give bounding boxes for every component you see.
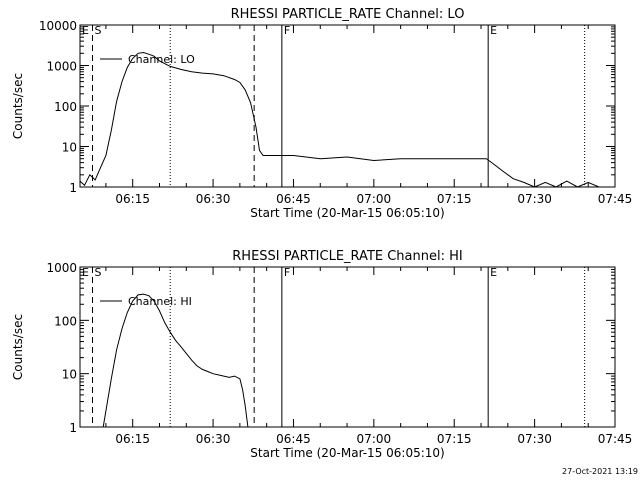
- y-tick-label: 1: [69, 181, 77, 195]
- x-tick-label: 06:30: [196, 432, 231, 446]
- annotation-label: E: [490, 24, 497, 37]
- annotation-label: E: [82, 266, 89, 279]
- annotation-label: S: [95, 266, 102, 279]
- y-tick-label: 1: [69, 421, 77, 435]
- y-tick-label: 1000: [46, 60, 77, 74]
- series-line: [80, 51, 600, 187]
- x-tick-label: 07:30: [517, 192, 552, 206]
- y-tick-label: 10000: [39, 19, 77, 33]
- x-tick-label: 06:30: [196, 192, 231, 206]
- y-tick-label: 1000: [46, 261, 77, 275]
- x-tick-label: 06:15: [115, 432, 150, 446]
- plot-frame: [79, 24, 616, 188]
- annotation-label: E: [490, 266, 497, 279]
- y-axis-label: Counts/sec: [11, 73, 25, 139]
- panel-lo: RHESSI PARTICLE_RATE Channel: LO 06:15 06:…: [11, 7, 632, 220]
- x-tick-label: 07:00: [357, 192, 392, 206]
- x-tick-label: 06:15: [115, 192, 150, 206]
- chart-title: RHESSI PARTICLE_RATE Channel: LO: [231, 7, 465, 22]
- x-axis-label: Start Time (20-Mar-15 06:05:10): [250, 206, 444, 220]
- footer-timestamp: 27-Oct-2021 13:19: [562, 467, 638, 476]
- x-tick-label: 06:45: [276, 192, 311, 206]
- x-tick-label: 07:15: [437, 192, 472, 206]
- x-tick-label: 07:45: [598, 432, 633, 446]
- legend-label: Channel: HI: [128, 295, 192, 308]
- annotation-label: S: [95, 24, 102, 37]
- annotation-label: F: [284, 24, 290, 37]
- chart-title: RHESSI PARTICLE_RATE Channel: HI: [232, 249, 462, 264]
- x-tick-label: 07:30: [517, 432, 552, 446]
- y-tick-label: 10: [62, 141, 77, 155]
- legend-label: Channel: LO: [128, 53, 195, 66]
- series-line: [102, 293, 249, 427]
- y-tick-label: 100: [54, 314, 77, 328]
- x-tick-label: 07:15: [437, 432, 472, 446]
- x-tick-label: 07:00: [357, 432, 392, 446]
- y-axis-label: Counts/sec: [11, 314, 25, 380]
- plot-frame: [79, 266, 616, 428]
- annotation-label: E: [82, 24, 89, 37]
- annotation-label: F: [284, 266, 290, 279]
- y-tick-label: 100: [54, 100, 77, 114]
- x-tick-label: 06:45: [276, 432, 311, 446]
- x-tick-label: 07:45: [598, 192, 633, 206]
- panel-hi: RHESSI PARTICLE_RATE Channel: HI 06:15 06:…: [11, 249, 632, 460]
- y-tick-label: 10: [62, 368, 77, 382]
- x-axis-label: Start Time (20-Mar-15 06:05:10): [250, 446, 444, 460]
